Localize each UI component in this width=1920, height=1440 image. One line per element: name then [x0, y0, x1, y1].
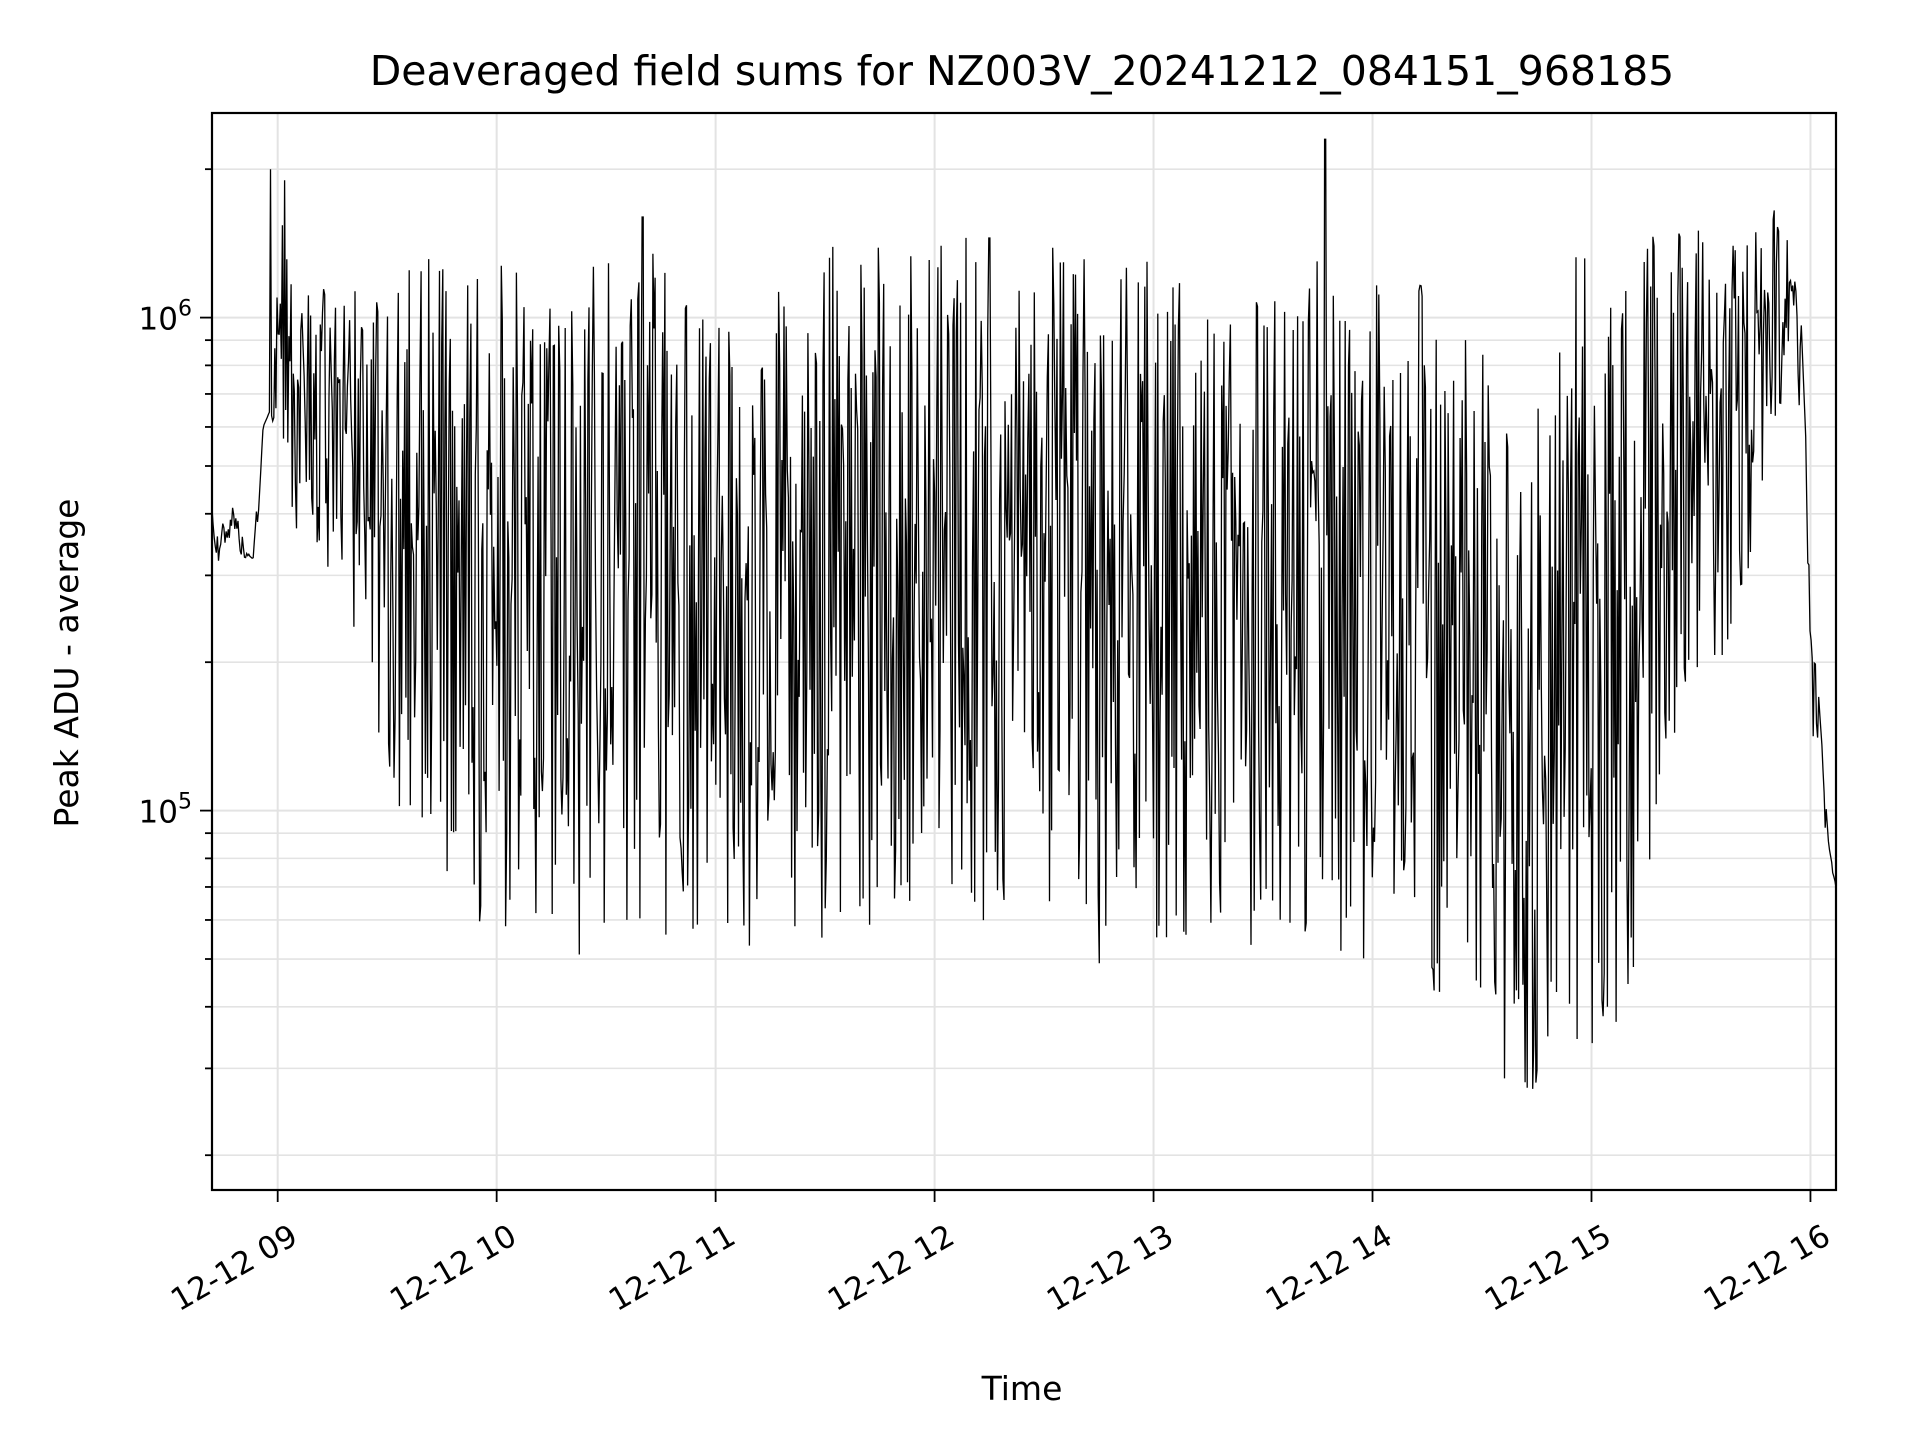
y-axis: 105 106: [139, 168, 212, 1157]
plot-frame: [210, 111, 1838, 1192]
y-tick-label: 106: [139, 297, 192, 338]
series-trace: [211, 138, 1837, 1089]
chart-title: Deaveraged field sums for NZ003V_2024121…: [370, 47, 1675, 95]
series-line: [211, 138, 1837, 1089]
y-axis-label: Peak ADU - average: [47, 499, 86, 828]
x-axis-label: Time: [981, 1369, 1063, 1408]
y-tick-label: 105: [139, 790, 192, 831]
